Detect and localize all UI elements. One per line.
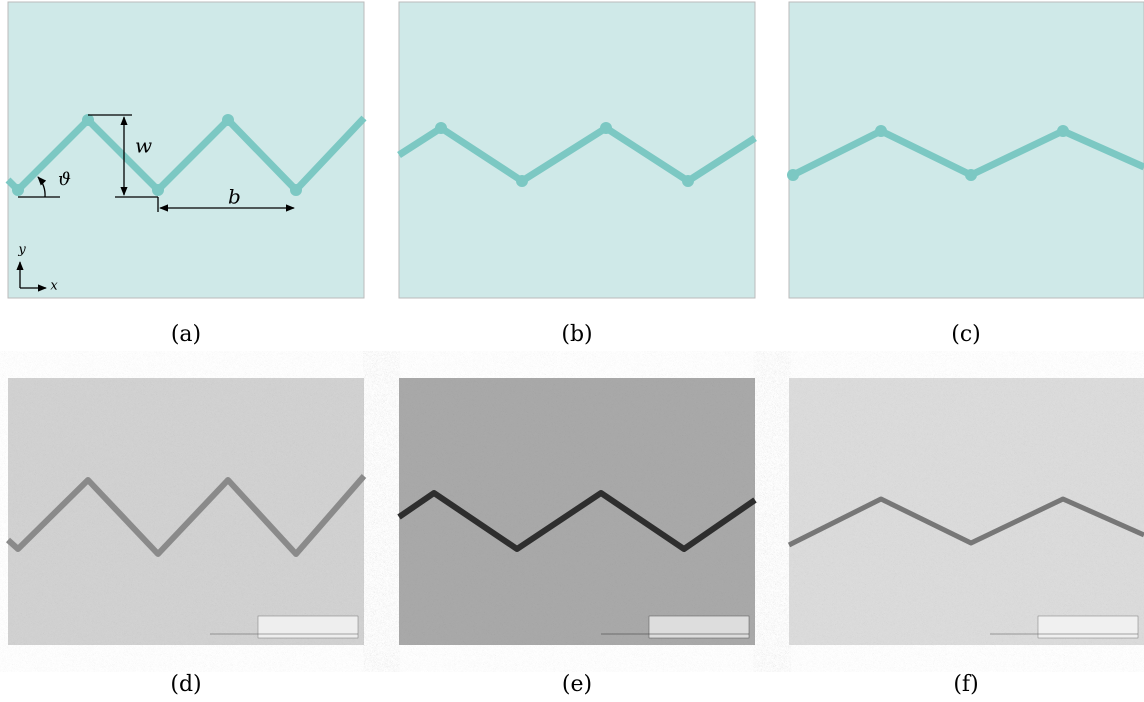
x-axis-label: x <box>50 279 58 294</box>
panel-label: (b) <box>561 322 592 347</box>
panel-c <box>787 2 1144 298</box>
period-label: b <box>228 185 241 209</box>
panel-label: (d) <box>170 672 201 697</box>
panel-label: (f) <box>953 672 978 697</box>
amplitude-label: w <box>135 134 152 158</box>
panel-b <box>399 2 755 298</box>
panel-label: (e) <box>562 672 592 697</box>
panel-f <box>789 378 1144 645</box>
y-axis-label: y <box>17 243 26 258</box>
panel-label: (c) <box>951 322 981 347</box>
figure: w b ϑ y x (a) (b) (c) (d) (e) <box>0 0 1144 702</box>
angle-label: ϑ <box>58 169 71 190</box>
panel-a: w b ϑ y x <box>8 2 364 298</box>
panel-e <box>399 378 755 645</box>
panel-d <box>8 378 364 645</box>
panel-label: (a) <box>171 322 201 347</box>
